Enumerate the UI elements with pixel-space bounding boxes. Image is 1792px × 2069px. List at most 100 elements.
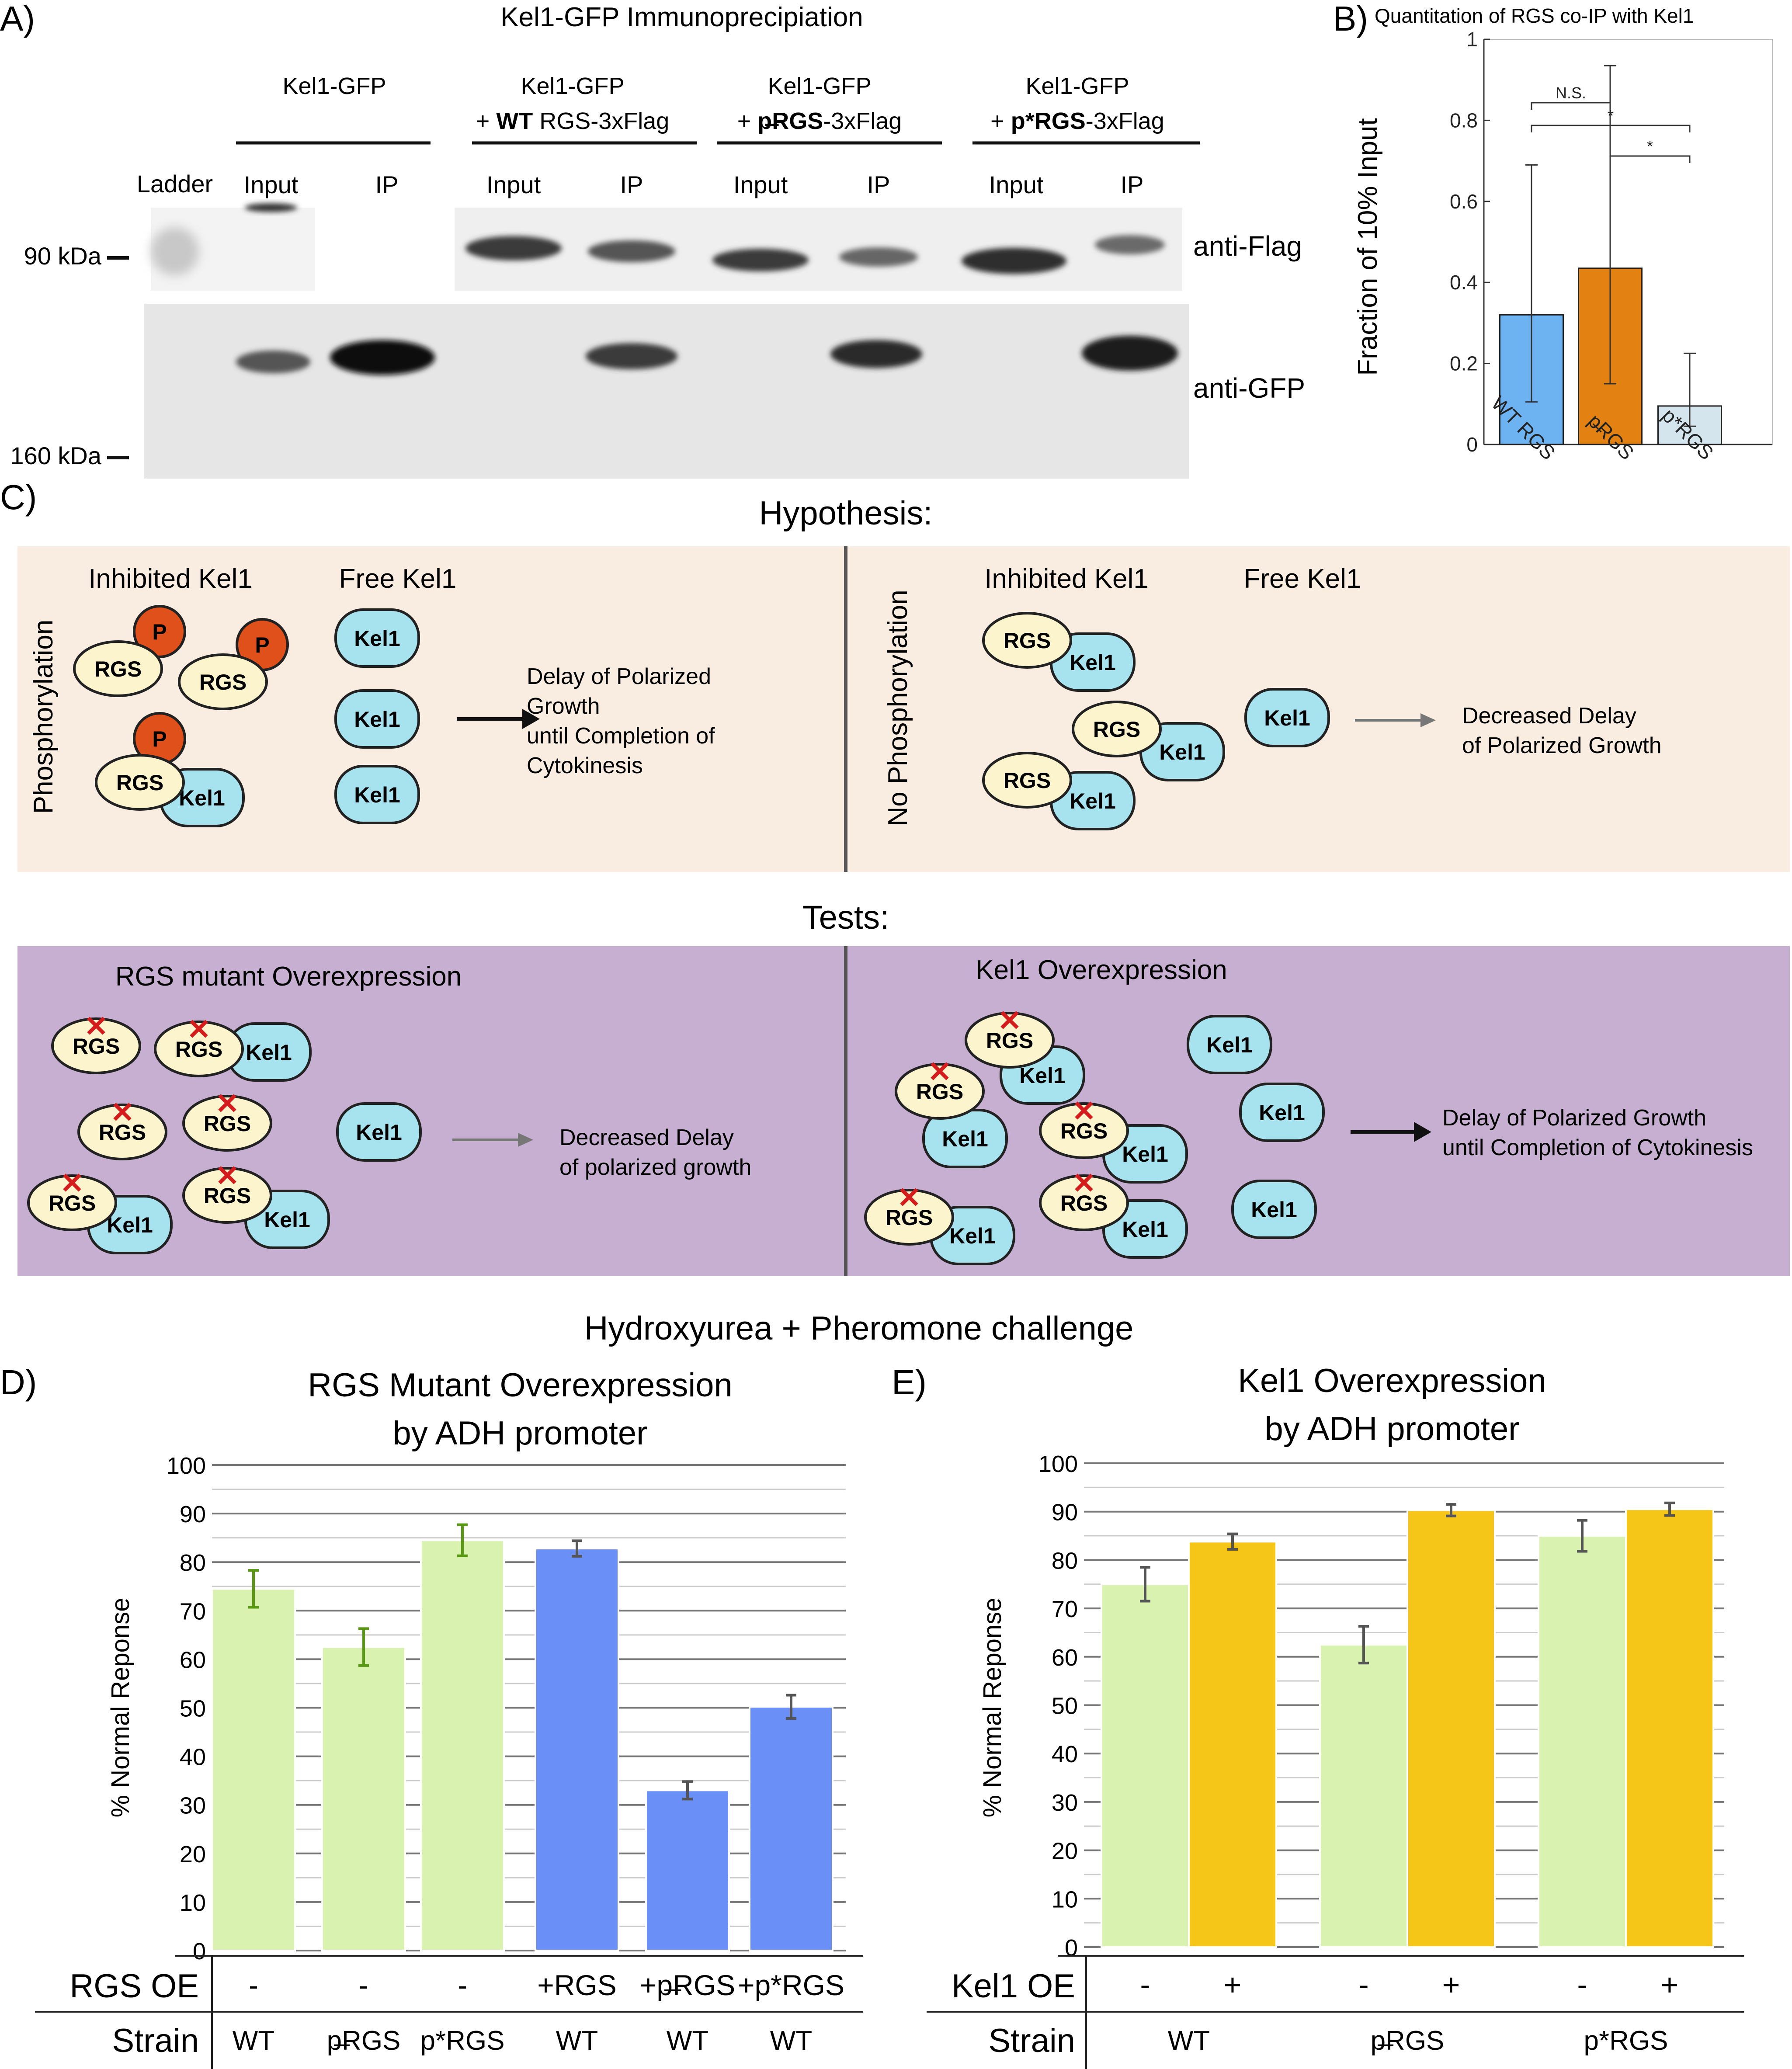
panel-e: E) Kel1 Overexpression by ADH promoter % … — [892, 1362, 1744, 2069]
oe-cell: - — [458, 1969, 467, 2001]
phosphate-group — [133, 605, 186, 658]
y-tick-label: 0.8 — [1450, 109, 1478, 132]
lane-labels: Input IP Input IP Input IP Input IP — [244, 171, 1144, 198]
kel1-label: Kel1 — [354, 783, 400, 807]
text-line: Cytokinesis — [527, 753, 643, 778]
oe-cell: - — [1358, 1968, 1368, 2002]
phosphate-label: P — [152, 727, 167, 751]
group-header-line1: Kel1-GFP — [521, 73, 624, 99]
rgs-oe-title: RGS mutant Overexpression — [115, 962, 462, 992]
text-line: until Completion of — [527, 723, 715, 749]
text-line: of Polarized Growth — [1462, 733, 1662, 758]
significance-label: N.S. — [1556, 84, 1586, 102]
oe-cell: + — [1442, 1968, 1460, 2002]
mutation-x-icon: ✕ — [897, 1181, 921, 1214]
group-header-line2: + WT RGS-3xFlag — [476, 108, 670, 134]
header-prefix: + — [476, 108, 497, 134]
rgs-protein — [1072, 701, 1162, 757]
y-tick-label: 20 — [180, 1841, 206, 1868]
y-tick-label: 70 — [180, 1598, 206, 1625]
oe-cell: +p*RGS — [738, 1969, 844, 2001]
phosphate-label: P — [152, 620, 167, 644]
y-tick-label: 80 — [180, 1550, 206, 1576]
outcome-arrows — [452, 709, 1436, 1147]
phos-outcome-text: Delay of Polarized Growth until Completion… — [527, 664, 715, 778]
significance-label: * — [1608, 107, 1614, 125]
bar — [211, 1588, 296, 1951]
kel1-protein — [334, 689, 420, 749]
strain-cell: p̶RGS — [1371, 2026, 1445, 2056]
panel-d-letter: D) — [0, 1363, 37, 1402]
kel1-protein — [336, 1102, 422, 1162]
lane-label: IP — [867, 171, 890, 198]
strain-cell: p*RGS — [1584, 2026, 1668, 2056]
y-tick-label: 100 — [167, 1453, 206, 1479]
bar — [1188, 1541, 1277, 1948]
kel1-protein — [1244, 688, 1330, 747]
kel1-label: Kel1 — [1264, 706, 1310, 730]
significance-bracket — [1531, 102, 1611, 110]
y-tick-label: 50 — [1052, 1693, 1078, 1719]
phos-free-label: Free Kel1 — [339, 564, 457, 594]
rgs-protein — [182, 1095, 272, 1152]
oe-cell: +p̶RGS — [640, 1969, 735, 2001]
mutation-x-icon: ✕ — [215, 1087, 239, 1120]
kel1-protein — [334, 608, 420, 668]
kel1-label: Kel1 — [1070, 789, 1116, 813]
bar — [1407, 1509, 1496, 1948]
band-flag-wt-ip — [588, 240, 675, 262]
panel-d-ylabel: % Normal Reponse — [106, 1598, 135, 1818]
ladder-band — [151, 227, 199, 275]
panel-a-title: Kel1-GFP Immunoprecipiation — [500, 2, 863, 32]
rgs-protein — [27, 1174, 117, 1231]
panel-c-letter: C) — [0, 478, 37, 517]
panel-c: C) Hypothesis: Phosphorylation Inhibited… — [0, 478, 1790, 1276]
y-tick-label: 0.6 — [1450, 190, 1478, 213]
rgs-oe-outcome-text: Decreased Delay of polarized growth — [559, 1125, 751, 1180]
text-line: until Completion of Cytokinesis — [1442, 1135, 1753, 1160]
mutation-x-icon: ✕ — [110, 1096, 134, 1128]
kel1-label: Kel1 — [107, 1213, 153, 1237]
rgs-label: RGS — [204, 1111, 251, 1136]
y-tick-label: 10 — [1052, 1886, 1078, 1913]
text-line: Decreased Delay — [1462, 703, 1636, 729]
strain-cell: WT — [233, 2026, 274, 2056]
y-tick-label: 30 — [1052, 1790, 1078, 1816]
hypothesis-box — [17, 546, 1790, 872]
bar — [1625, 1508, 1714, 1948]
oe-cell: +RGS — [537, 1969, 617, 2001]
y-tick-label: 80 — [1052, 1548, 1078, 1574]
nophos-outcome-text: Decreased Delay of Polarized Growth — [1462, 703, 1662, 758]
kel1-label: Kel1 — [942, 1127, 988, 1151]
oe-cell: - — [1140, 1968, 1150, 2002]
nophos-arrowhead — [1420, 713, 1436, 727]
rgs-label: RGS — [1004, 768, 1051, 793]
rgs-label: RGS — [73, 1034, 120, 1059]
kel1-label: Kel1 — [949, 1224, 996, 1248]
kel1-protein — [334, 765, 420, 824]
text-line: by ADH promoter — [393, 1415, 648, 1452]
rgs-protein — [1039, 1102, 1129, 1159]
oe-cell: - — [359, 1969, 368, 2001]
significance-bracket — [1609, 155, 1691, 163]
kel1-label: Kel1 — [1251, 1198, 1297, 1222]
mutation-x-icon: ✕ — [84, 1010, 108, 1042]
blot-gfp — [144, 304, 1189, 479]
y-tick-label: 100 — [1038, 1451, 1078, 1477]
input-band-top-edge — [245, 203, 297, 212]
mutation-x-icon: ✕ — [187, 1013, 211, 1045]
rgs-protein — [864, 1189, 954, 1246]
strain-cell: WT — [556, 2026, 598, 2056]
kel1-oe-outcome-text: Delay of Polarized Growth until Completio… — [1442, 1105, 1753, 1160]
rgs-label: RGS — [175, 1037, 222, 1062]
rgs-label: RGS — [886, 1205, 933, 1230]
bar — [535, 1548, 619, 1952]
group-header-line1: Kel1-GFP — [1025, 73, 1129, 99]
bar — [645, 1789, 730, 1952]
mutation-x-icon: ✕ — [215, 1159, 239, 1192]
kel1-label: Kel1 — [356, 1120, 402, 1145]
lane-label: Input — [989, 171, 1044, 198]
kel1-protein — [1187, 1015, 1272, 1074]
strain-cell: WT — [1168, 2026, 1210, 2056]
